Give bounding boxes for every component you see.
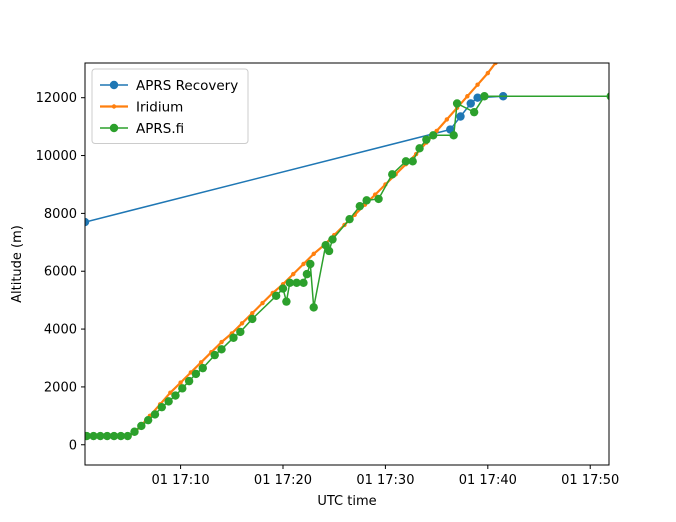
data-point: [466, 99, 475, 108]
data-point: [299, 278, 308, 287]
data-point: [345, 214, 354, 224]
data-point: [143, 415, 153, 425]
axes: 0 2000 4000 6000 8000 10000 12000 01 17:10 01 17…: [36, 62, 619, 488]
data-point: [229, 333, 238, 342]
legend-label: APRS.fi: [136, 121, 184, 137]
data-point: [123, 431, 132, 441]
data-point: [96, 431, 105, 441]
data-point: [475, 82, 480, 87]
data-point: [473, 93, 482, 102]
legend-entry: APRS Recovery: [100, 78, 238, 94]
data-point: [480, 92, 489, 101]
data-point: [164, 397, 173, 406]
data-point: [130, 427, 139, 436]
data-point: [282, 297, 291, 306]
data-point: [137, 421, 146, 431]
data-point: [85, 217, 90, 227]
data-point: [248, 314, 257, 324]
data-point: [493, 63, 498, 66]
y-tick-label: 0: [69, 438, 77, 453]
y-tick-label: 8000: [44, 207, 77, 222]
data-point: [285, 278, 295, 287]
data-point: [102, 431, 112, 441]
data-point: [116, 431, 126, 441]
data-point: [452, 99, 462, 108]
data-point: [422, 135, 431, 144]
plot-area: [85, 63, 609, 441]
data-point: [157, 402, 167, 412]
x-tick-label: 01 17:10: [152, 473, 210, 488]
data-point: [198, 360, 204, 365]
legend-marker: [109, 123, 119, 133]
x-tick-label: 01 17:20: [254, 473, 312, 488]
data-point: [168, 390, 173, 395]
data-point: [219, 339, 224, 345]
data-point: [271, 291, 281, 301]
data-point: [260, 300, 265, 306]
series-aprs-fi: [85, 92, 609, 441]
data-point: [415, 144, 424, 153]
data-point: [362, 196, 371, 205]
data-point: [278, 284, 288, 293]
x-tick-label: 01 17:30: [356, 473, 414, 488]
y-tick-label: 10000: [36, 149, 77, 164]
data-point: [408, 157, 417, 166]
data-point: [485, 70, 491, 76]
data-point: [239, 321, 245, 326]
data-point: [178, 384, 187, 393]
legend-entry: Iridium: [100, 100, 183, 116]
data-point: [324, 246, 334, 256]
data-point: [302, 269, 312, 279]
legend: APRS Recovery Iridium APRS.fi: [91, 68, 249, 144]
data-point: [109, 431, 119, 441]
data-point: [355, 201, 365, 211]
data-point: [449, 131, 458, 140]
data-point: [291, 271, 296, 277]
x-tick-label: 01 17:40: [459, 473, 517, 488]
data-point: [428, 131, 438, 140]
data-point: [301, 261, 306, 267]
data-point: [89, 431, 98, 441]
data-point: [250, 310, 255, 316]
data-point: [311, 251, 316, 257]
y-tick-label: 6000: [44, 265, 77, 280]
data-point: [306, 259, 315, 269]
legend-entry: APRS.fi: [100, 121, 184, 137]
data-point: [178, 380, 183, 385]
legend-label: APRS Recovery: [136, 78, 238, 94]
data-point: [606, 92, 609, 101]
data-point: [191, 369, 201, 379]
data-point: [309, 303, 318, 312]
data-point: [198, 363, 207, 373]
data-point: [444, 117, 450, 122]
data-point: [150, 410, 160, 419]
y-tick-label: 4000: [44, 323, 77, 338]
data-point: [328, 235, 337, 244]
data-point: [401, 157, 411, 166]
data-point: [388, 170, 397, 179]
legend-label: Iridium: [136, 100, 183, 116]
data-point: [184, 376, 194, 386]
data-point: [236, 327, 245, 337]
y-tick-label: 2000: [44, 380, 77, 395]
data-point: [456, 112, 465, 121]
data-point: [171, 391, 180, 400]
x-tick-label: 01 17:50: [561, 473, 619, 488]
plot-frame: [84, 62, 610, 466]
data-point: [469, 107, 479, 117]
data-point: [217, 345, 226, 354]
legend-marker: [111, 104, 117, 109]
data-point: [210, 350, 219, 360]
legend-marker: [109, 80, 119, 90]
legend-box: [91, 68, 249, 144]
data-point: [85, 431, 91, 441]
x-axis-label: UTC time: [317, 494, 376, 509]
data-point: [465, 94, 470, 99]
y-axis-label: Altitude (m): [10, 225, 25, 303]
y-tick-label: 12000: [36, 91, 77, 106]
series-line: [85, 95, 609, 437]
data-point: [374, 194, 383, 204]
data-point: [292, 278, 301, 287]
